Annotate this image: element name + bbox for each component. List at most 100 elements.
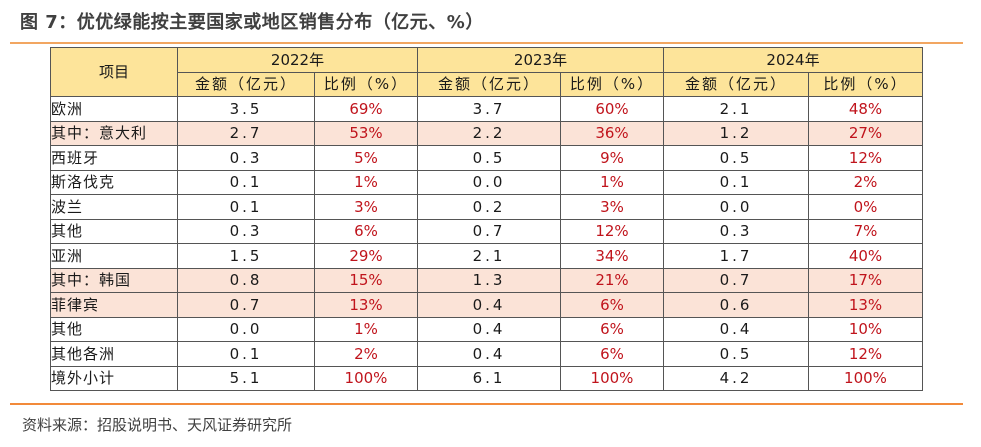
table-row: 波兰 0.1 3% 0.2 3% 0.0 0% xyxy=(50,194,923,220)
ratio-cell: 48% xyxy=(808,96,923,122)
ratio-cell: 100% xyxy=(808,365,923,391)
region-name-cell: 其他 xyxy=(50,218,178,244)
top-divider xyxy=(10,42,963,44)
amount-cell: 0.1 xyxy=(177,341,315,367)
amount-cell: 0.7 xyxy=(417,218,561,244)
ratio-cell: 5% xyxy=(314,145,418,171)
amount-cell: 0.0 xyxy=(177,316,315,342)
region-name-cell: 其中：意大利 xyxy=(50,120,178,146)
amount-cell: 0.1 xyxy=(177,194,315,220)
ratio-cell: 40% xyxy=(808,243,923,269)
amount-cell: 0.6 xyxy=(663,292,809,318)
amount-cell: 0.4 xyxy=(417,292,561,318)
amount-cell: 0.3 xyxy=(177,218,315,244)
ratio-cell: 13% xyxy=(808,292,923,318)
year-header-2024: 2024年 xyxy=(663,47,923,73)
ratio-cell: 2% xyxy=(808,169,923,195)
ratio-cell: 0% xyxy=(808,194,923,220)
amount-cell: 0.4 xyxy=(417,341,561,367)
bottom-divider xyxy=(10,403,963,405)
ratio-cell: 34% xyxy=(560,243,664,269)
amount-cell: 2.1 xyxy=(663,96,809,122)
region-name-cell: 其他 xyxy=(50,316,178,342)
amount-header: 金额（亿元） xyxy=(663,71,809,97)
ratio-cell: 60% xyxy=(560,96,664,122)
amount-cell: 0.5 xyxy=(663,341,809,367)
amount-cell: 4.2 xyxy=(663,365,809,391)
region-name-cell: 菲律宾 xyxy=(50,292,178,318)
amount-cell: 0.1 xyxy=(177,169,315,195)
ratio-header: 比例（%） xyxy=(808,71,923,97)
ratio-cell: 6% xyxy=(560,292,664,318)
ratio-cell: 6% xyxy=(560,316,664,342)
table-row: 其他 0.0 1% 0.4 6% 0.4 10% xyxy=(50,316,923,342)
amount-cell: 3.5 xyxy=(177,96,315,122)
ratio-cell: 69% xyxy=(314,96,418,122)
ratio-cell: 3% xyxy=(560,194,664,220)
ratio-cell: 100% xyxy=(560,365,664,391)
ratio-cell: 12% xyxy=(560,218,664,244)
ratio-cell: 10% xyxy=(808,316,923,342)
header-row-metrics: 金额（亿元） 比例（%） 金额（亿元） 比例（%） 金额（亿元） 比例（%） xyxy=(51,71,923,97)
ratio-cell: 1% xyxy=(560,169,664,195)
ratio-cell: 1% xyxy=(314,316,418,342)
amount-cell: 0.7 xyxy=(663,267,809,293)
table-row: 欧洲 3.5 69% 3.7 60% 2.1 48% xyxy=(50,96,923,122)
table-row: 亚洲 1.5 29% 2.1 34% 1.7 40% xyxy=(50,243,923,269)
ratio-cell: 27% xyxy=(808,120,923,146)
ratio-cell: 12% xyxy=(808,145,923,171)
amount-cell: 1.3 xyxy=(417,267,561,293)
year-header-2023: 2023年 xyxy=(417,47,664,73)
region-name-cell: 欧洲 xyxy=(50,96,178,122)
amount-cell: 1.7 xyxy=(663,243,809,269)
amount-cell: 0.1 xyxy=(663,169,809,195)
table-row: 斯洛伐克 0.1 1% 0.0 1% 0.1 2% xyxy=(50,169,923,195)
amount-cell: 0.7 xyxy=(177,292,315,318)
amount-cell: 0.8 xyxy=(177,267,315,293)
amount-cell: 0.3 xyxy=(177,145,315,171)
ratio-cell: 6% xyxy=(560,341,664,367)
amount-cell: 0.0 xyxy=(663,194,809,220)
amount-cell: 0.0 xyxy=(417,169,561,195)
amount-header: 金额（亿元） xyxy=(417,71,561,97)
ratio-header: 比例（%） xyxy=(560,71,664,97)
table-row: 其他 0.3 6% 0.7 12% 0.3 7% xyxy=(50,218,923,244)
ratio-cell: 6% xyxy=(314,218,418,244)
ratio-cell: 9% xyxy=(560,145,664,171)
header-row-years: 项目 2022年 2023年 2024年 xyxy=(50,47,923,97)
item-header: 项目 xyxy=(50,47,178,97)
table-body: 欧洲 3.5 69% 3.7 60% 2.1 48% 其中：意大利 2.7 53% 2.2 36% 1.… xyxy=(50,96,923,391)
amount-cell: 2.1 xyxy=(417,243,561,269)
region-name-cell: 境外小计 xyxy=(50,365,178,391)
ratio-cell: 53% xyxy=(314,120,418,146)
ratio-cell: 7% xyxy=(808,218,923,244)
ratio-cell: 100% xyxy=(314,365,418,391)
ratio-cell: 12% xyxy=(808,341,923,367)
table-row: 其中：意大利 2.7 53% 2.2 36% 1.2 27% xyxy=(50,120,923,146)
amount-cell: 2.7 xyxy=(177,120,315,146)
ratio-cell: 13% xyxy=(314,292,418,318)
ratio-cell: 29% xyxy=(314,243,418,269)
figure-title: 图 7：优优绿能按主要国家或地区销售分布（亿元、%） xyxy=(20,12,484,33)
region-name-cell: 西班牙 xyxy=(50,145,178,171)
year-header-2022: 2022年 xyxy=(177,47,418,73)
amount-cell: 1.2 xyxy=(663,120,809,146)
sales-by-region-table: 项目 2022年 2023年 2024年 金额（亿元） 比例（%） 金额（亿元）… xyxy=(50,47,923,391)
table-row: 其中：韩国 0.8 15% 1.3 21% 0.7 17% xyxy=(50,267,923,293)
region-name-cell: 亚洲 xyxy=(50,243,178,269)
region-name-cell: 其中：韩国 xyxy=(50,267,178,293)
amount-cell: 5.1 xyxy=(177,365,315,391)
ratio-cell: 36% xyxy=(560,120,664,146)
region-name-cell: 波兰 xyxy=(50,194,178,220)
amount-cell: 3.7 xyxy=(417,96,561,122)
table-row: 菲律宾 0.7 13% 0.4 6% 0.6 13% xyxy=(50,292,923,318)
ratio-cell: 2% xyxy=(314,341,418,367)
amount-cell: 0.4 xyxy=(417,316,561,342)
ratio-cell: 17% xyxy=(808,267,923,293)
region-name-cell: 斯洛伐克 xyxy=(50,169,178,195)
table-row: 其他各洲 0.1 2% 0.4 6% 0.5 12% xyxy=(50,341,923,367)
amount-cell: 0.5 xyxy=(417,145,561,171)
ratio-cell: 21% xyxy=(560,267,664,293)
amount-cell: 2.2 xyxy=(417,120,561,146)
amount-cell: 0.5 xyxy=(663,145,809,171)
